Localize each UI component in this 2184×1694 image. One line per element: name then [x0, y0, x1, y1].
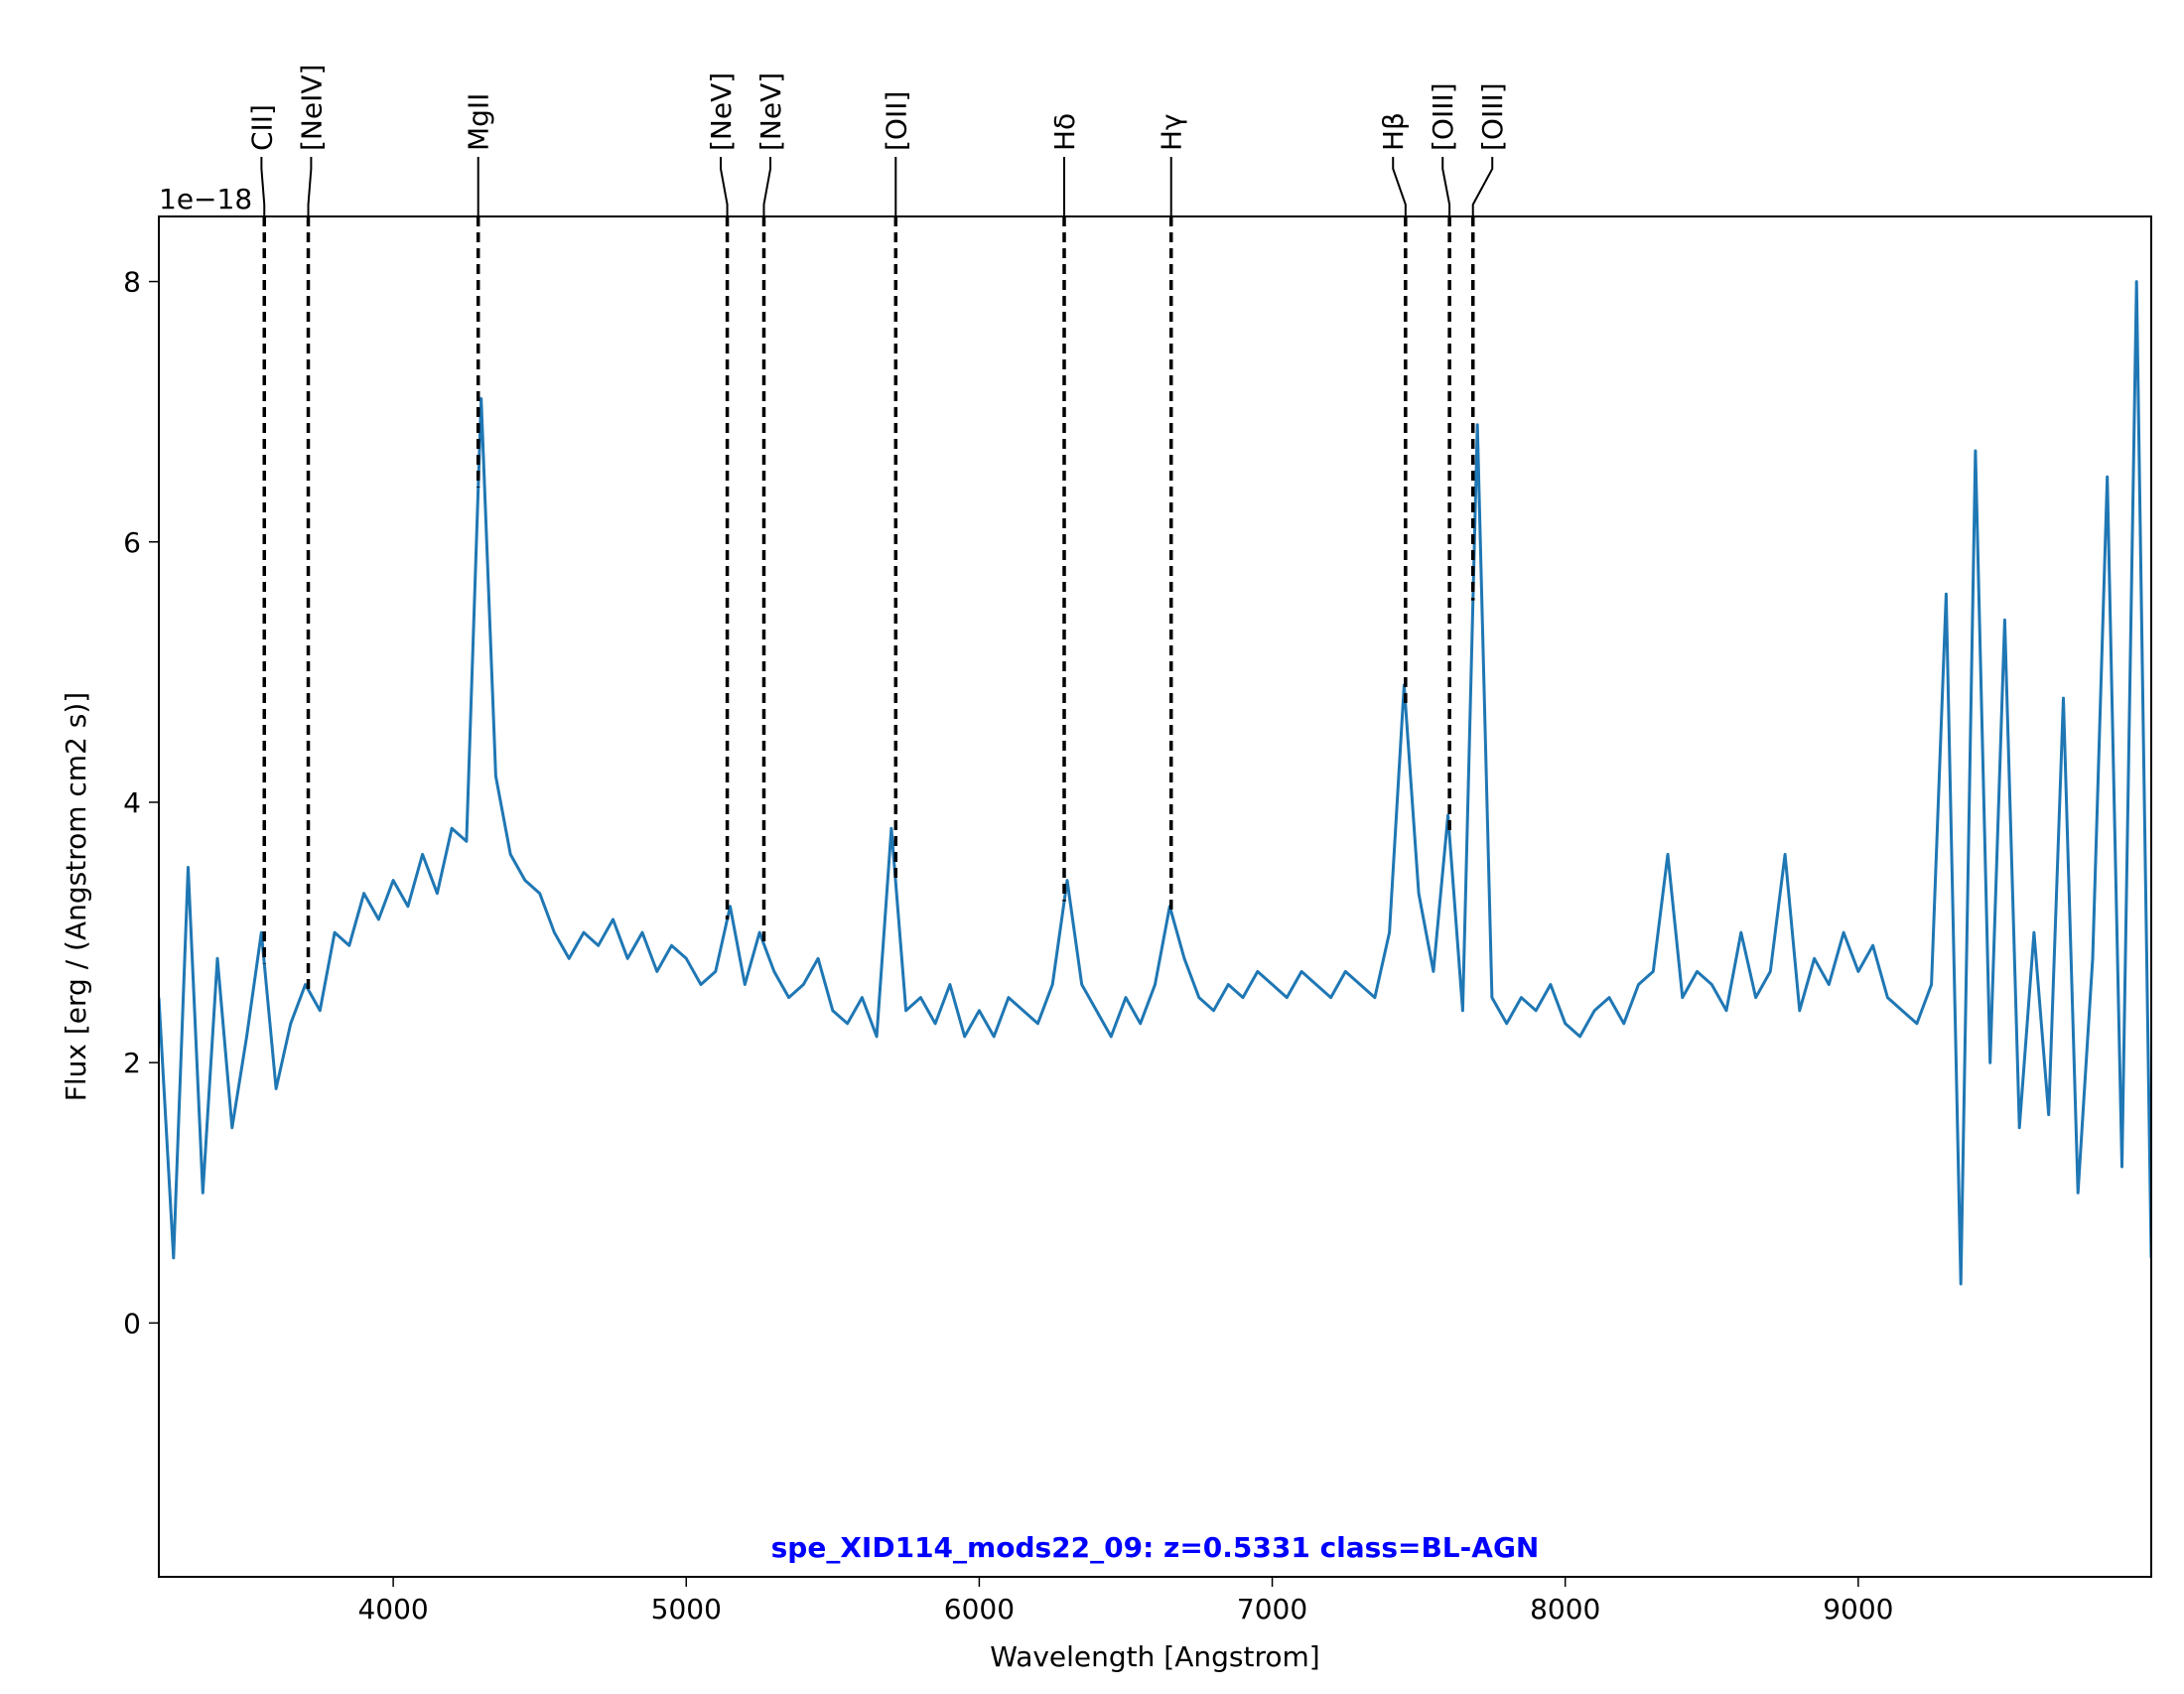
label-leader — [1392, 157, 1407, 216]
x-tick-label: 8000 — [1530, 1593, 1600, 1625]
emission-line-label: Hβ — [1377, 112, 1410, 151]
label-leader — [1441, 157, 1451, 216]
x-tick-label: 9000 — [1823, 1593, 1893, 1625]
emission-line-label: Hδ — [1048, 113, 1081, 151]
x-axis-label: Wavelength [Angstrom] — [990, 1640, 1319, 1673]
y-tick-label: 8 — [123, 266, 141, 299]
x-tick-label: 4000 — [357, 1593, 428, 1625]
label-leader — [1471, 157, 1494, 216]
x-tick-label: 7000 — [1237, 1593, 1307, 1625]
emission-line-label: [OIII] — [1427, 82, 1459, 151]
label-leader — [762, 157, 772, 216]
plot-frame — [158, 215, 2152, 1578]
emission-line-label: [NeV] — [754, 72, 787, 151]
y-axis-label: Flux [erg / (Angstrom cm2 s)] — [60, 692, 92, 1101]
emission-line-label: [OII] — [880, 91, 912, 151]
emission-line-label: [NeIV] — [295, 65, 328, 151]
label-leader — [720, 157, 729, 216]
emission-line-label: CII] — [245, 104, 278, 151]
y-tick-label: 0 — [123, 1307, 141, 1340]
label-leader — [260, 157, 266, 216]
x-tick-label: 6000 — [944, 1593, 1015, 1625]
chart-title: spe_XID114_mods22_09: z=0.5331 class=BL-… — [771, 1531, 1540, 1564]
y-tick-label: 6 — [123, 526, 141, 559]
x-tick-label: 5000 — [651, 1593, 722, 1625]
y-tick-label: 2 — [123, 1047, 141, 1079]
y-tick-label: 4 — [123, 786, 141, 819]
emission-line-label: [NeV] — [705, 72, 738, 151]
spectrum-line — [159, 280, 2151, 1286]
emission-line-label: Hγ — [1156, 113, 1188, 151]
emission-line-label: MgII — [463, 93, 495, 151]
label-leader — [307, 157, 313, 216]
y-offset-label: 1e−18 — [159, 183, 252, 215]
emission-line-label: [OIII] — [1476, 82, 1509, 151]
